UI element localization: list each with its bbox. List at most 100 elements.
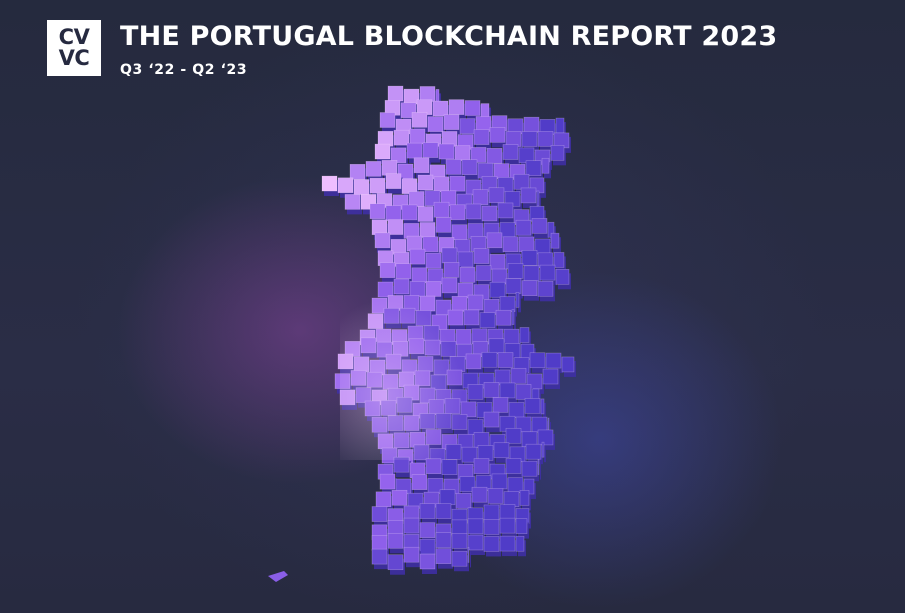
map-block [515,219,532,236]
map-block [499,504,516,520]
map-block [439,489,456,506]
map-block [337,177,354,194]
map-block [435,217,452,233]
map-block [390,147,407,164]
map-block [381,160,398,176]
map-block [545,352,562,369]
map-block [371,535,388,551]
map-block [459,118,476,134]
map-block [451,519,468,536]
map-block [553,252,565,268]
map-block [479,312,496,328]
map-block [419,538,436,555]
map-block [467,518,484,535]
map-block [477,162,494,179]
map-block [513,173,530,190]
map-block [409,281,426,297]
map-block [475,265,492,281]
map-block [519,327,530,343]
map-block-side [518,296,521,313]
map-block [379,262,396,278]
map-block-side [539,195,541,212]
map-block [441,277,458,294]
map-block [393,278,410,295]
map-block [541,441,545,458]
map-block [521,249,538,266]
map-block [503,328,520,345]
map-block [349,163,366,180]
map-block [483,382,500,398]
map-glow [340,300,470,460]
map-block [419,222,436,238]
map-block [419,503,436,519]
map-block [525,443,542,460]
map-block [425,281,442,297]
map-block [409,248,426,265]
map-block [491,268,508,285]
map-block [475,116,492,132]
map-block [495,309,512,326]
map-block-side [540,463,541,480]
map-block [473,458,490,474]
map-block [550,145,565,161]
map-block [411,112,428,128]
map-block [493,442,510,459]
map-block [411,267,428,284]
map-block [467,547,470,563]
report-period: Q3 ‘22 - Q2 ‘23 [120,62,248,78]
map-block [467,534,484,551]
map-block [419,553,436,570]
map-block [521,460,538,477]
map-block [353,179,370,195]
map-block [459,476,476,492]
map-block [403,546,420,563]
map-block [542,368,559,385]
map-block [529,352,546,369]
map-block [409,128,426,145]
map-block [488,187,505,204]
map-block [487,488,504,504]
map-block [443,114,460,130]
logo-line-1: CV [58,25,90,49]
map-block [417,174,434,191]
cvvc-logo: CV VC [47,20,101,76]
map-block [387,85,404,102]
map-block [435,548,452,564]
map-block [413,157,430,174]
map-block [445,159,462,175]
map-block [441,247,458,264]
map-block [502,144,519,160]
map-block [505,427,522,444]
map-block [483,411,500,428]
map-block [464,100,481,116]
map-block [424,190,441,206]
map-block [411,474,428,490]
map-block [489,127,506,143]
map-block [531,218,548,234]
map-block-side [543,402,546,419]
map-block [455,492,472,509]
map-block [473,129,490,145]
map-block [443,262,460,278]
map-block [483,519,500,535]
map-block [457,251,474,268]
map-block [371,506,388,522]
map-block [515,518,528,534]
map-block [374,232,391,249]
map-block [471,486,488,503]
logo-line-2: VC [58,46,90,70]
map-block [387,554,404,571]
map-block [561,356,575,373]
map-block [497,202,514,219]
map-block [425,252,442,269]
map-block [403,517,420,534]
map-block [489,254,506,270]
map-block [521,131,538,147]
map-block [379,473,396,490]
map-block [537,280,554,297]
island-fragment [268,571,288,582]
map-block [422,236,439,253]
map-block [433,201,450,218]
map-block [486,147,503,164]
map-block [451,550,468,567]
